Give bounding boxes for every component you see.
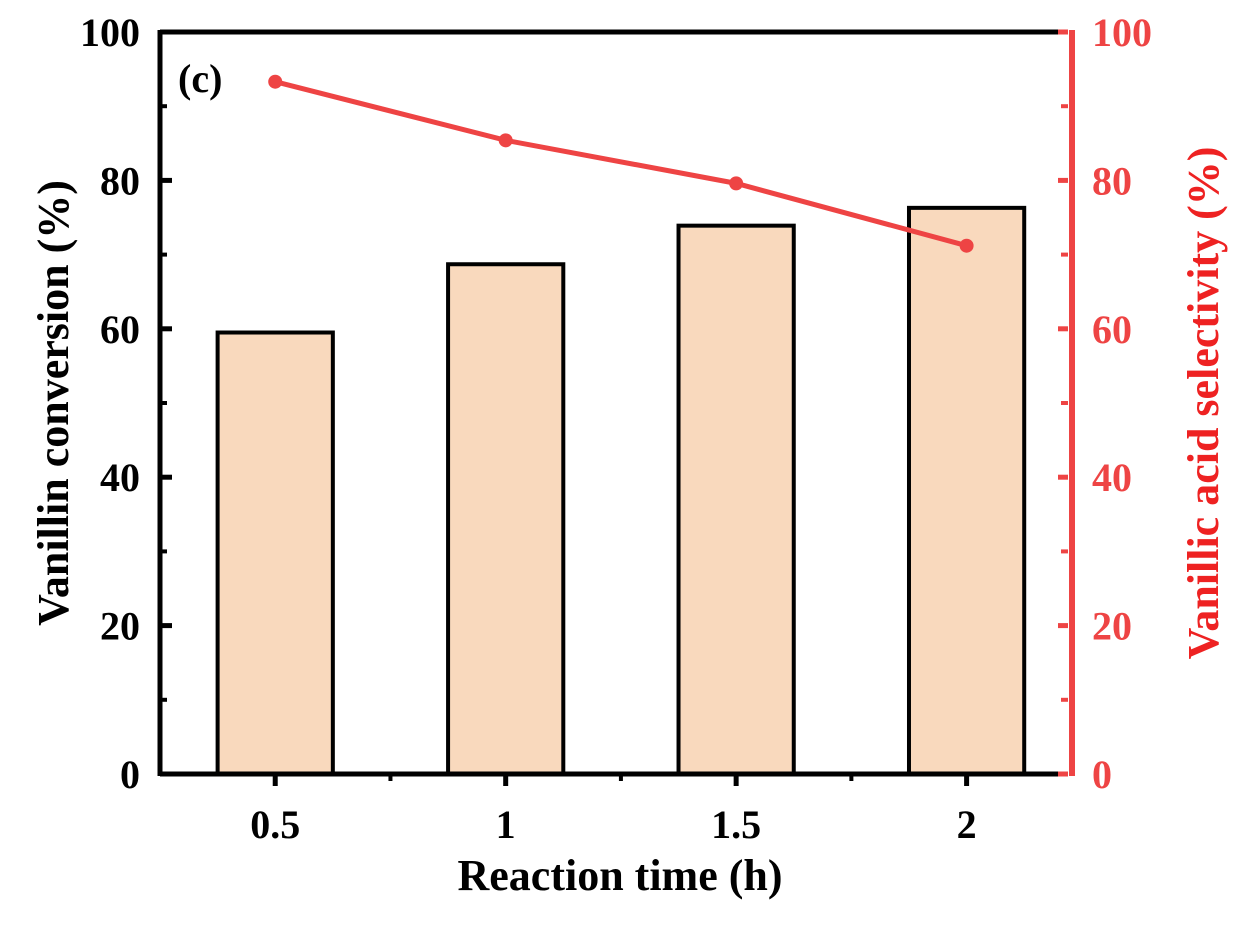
bar: [446, 262, 566, 776]
axes-layer: 0 0 20 20 40 40 60 60 80 80 100 100 0.5 1 1.5 2: [80, 10, 1152, 847]
bar: [676, 223, 796, 777]
bar: [906, 205, 1027, 776]
selectivity-point: [729, 176, 744, 191]
y-axis-label: Vanillin conversion (%): [29, 180, 78, 626]
y-tick-label: 40: [100, 455, 140, 500]
y-tick-label: 60: [100, 307, 140, 352]
y2-tick-label: 80: [1092, 158, 1132, 203]
y2-tick-label: 40: [1092, 455, 1132, 500]
y2-tick-label: 0: [1092, 752, 1112, 797]
panel-label: (c): [178, 56, 222, 101]
y2-tick-label: 100: [1092, 10, 1152, 55]
selectivity-line-layer: [268, 74, 974, 253]
y2-axis-label: Vanillic acid selectivity (%): [1179, 147, 1228, 660]
bar: [215, 330, 335, 776]
selectivity-point: [498, 133, 513, 148]
selectivity-point: [959, 238, 974, 253]
y-tick-label: 80: [100, 158, 140, 203]
x-tick-label: 1.5: [711, 802, 761, 847]
selectivity-line: [274, 79, 968, 249]
selectivity-point: [268, 74, 283, 89]
y2-tick-label: 20: [1092, 604, 1132, 649]
y2-tick-label: 60: [1092, 307, 1132, 352]
y-tick-label: 20: [100, 604, 140, 649]
x-tick-label: 2: [957, 802, 977, 847]
x-axis-label: Reaction time (h): [457, 851, 782, 900]
x-tick-label: 0.5: [250, 802, 300, 847]
y-tick-label: 0: [120, 752, 140, 797]
bars-layer: [215, 205, 1027, 777]
y-tick-label: 100: [80, 10, 140, 55]
x-tick-label: 1: [496, 802, 516, 847]
